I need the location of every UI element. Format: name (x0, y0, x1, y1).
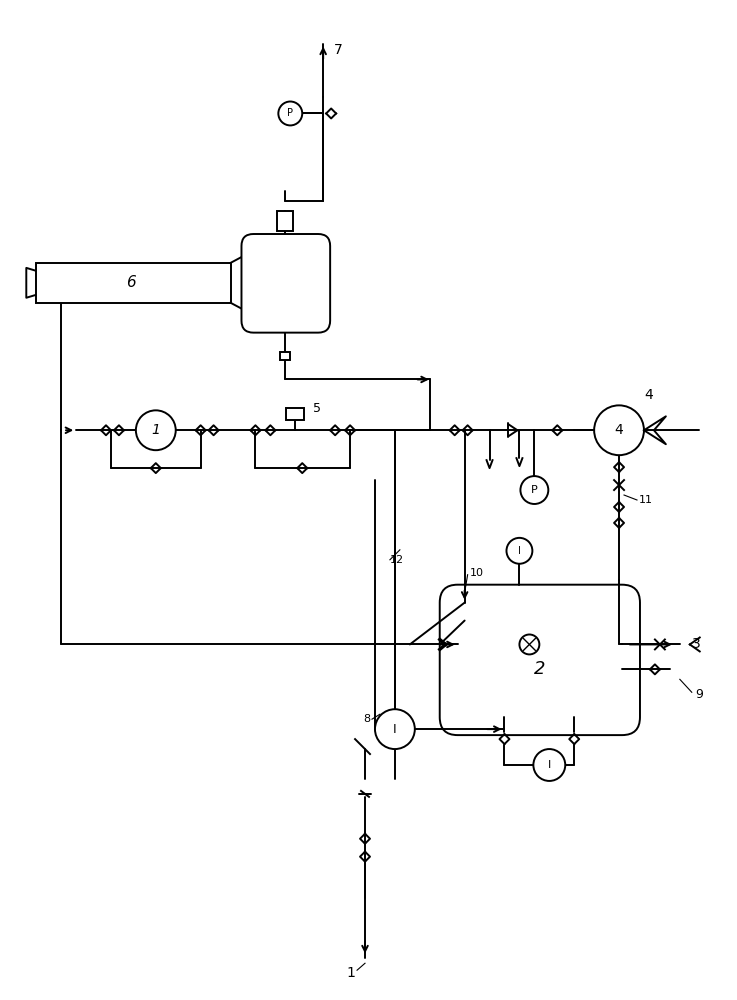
Text: 1: 1 (346, 966, 355, 980)
Text: 7: 7 (334, 43, 343, 57)
Circle shape (375, 709, 415, 749)
Circle shape (136, 410, 175, 450)
Text: 5: 5 (313, 402, 321, 415)
Text: 9: 9 (695, 688, 702, 701)
FancyBboxPatch shape (242, 234, 330, 333)
Text: 4: 4 (615, 423, 624, 437)
Text: P: P (287, 108, 293, 118)
Text: P: P (531, 485, 538, 495)
Circle shape (520, 634, 539, 654)
Text: 10: 10 (469, 568, 483, 578)
Text: 6: 6 (126, 275, 136, 290)
Bar (286, 408, 304, 420)
FancyBboxPatch shape (440, 585, 640, 735)
Circle shape (506, 538, 532, 564)
Text: 8: 8 (363, 714, 370, 724)
Bar (280, 352, 290, 360)
Text: 11: 11 (639, 495, 653, 505)
Text: 12: 12 (390, 555, 404, 565)
Circle shape (534, 749, 565, 781)
Circle shape (594, 405, 644, 455)
Text: I: I (548, 760, 551, 770)
Text: 1: 1 (151, 423, 160, 437)
Text: I: I (393, 723, 397, 736)
Text: 4: 4 (644, 388, 653, 402)
Bar (277, 211, 293, 231)
Circle shape (279, 102, 302, 125)
Text: 3: 3 (692, 637, 701, 651)
Text: 2: 2 (534, 660, 545, 678)
Circle shape (520, 476, 548, 504)
Bar (36, 263, 231, 303)
Text: I: I (518, 546, 521, 556)
